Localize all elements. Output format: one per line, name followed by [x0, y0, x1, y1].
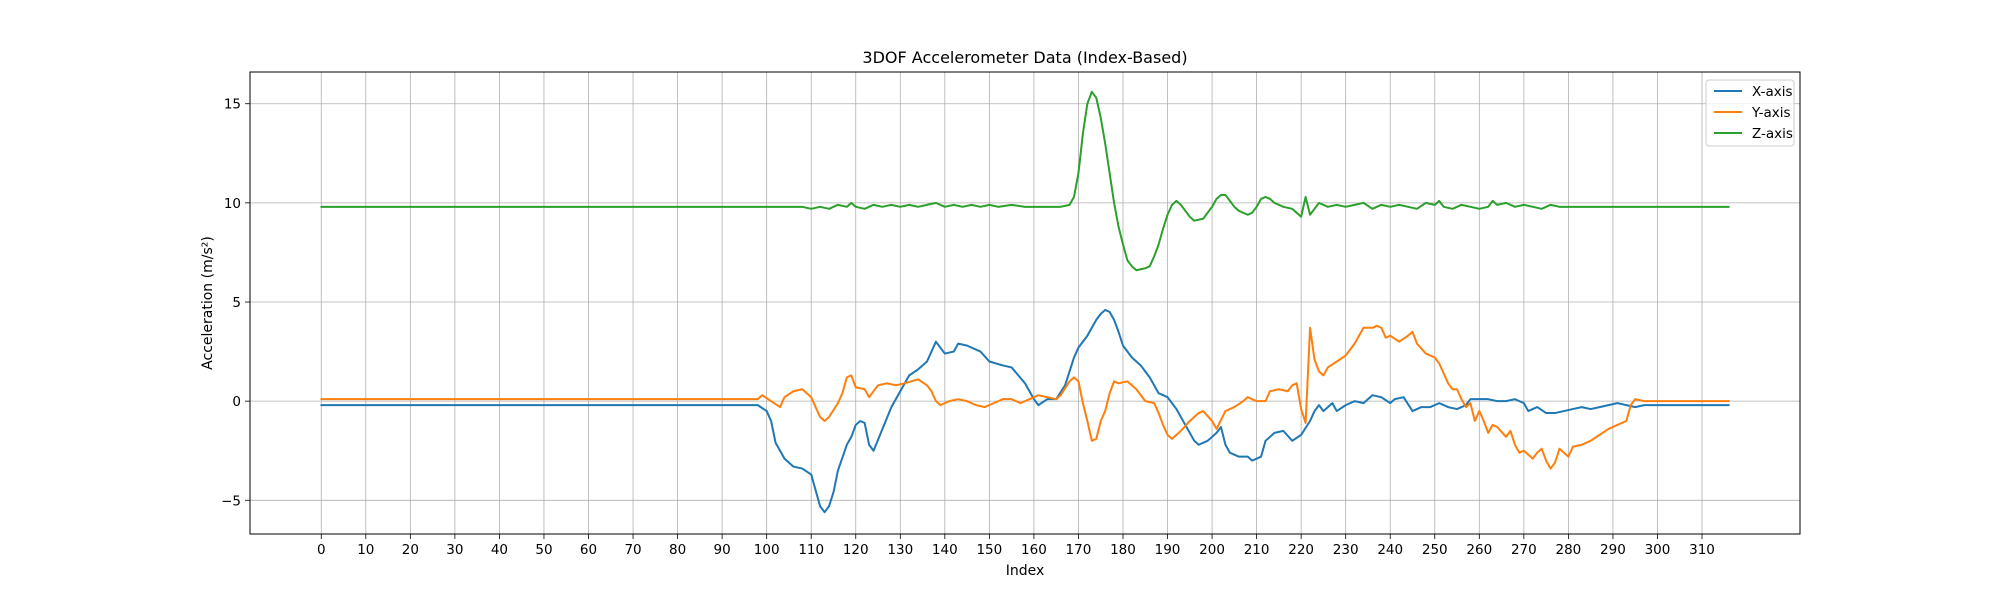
x-axis-ticks: 0 10 20 30 40 50 60 70 80 90 100 110 120 130 140 150 160…	[317, 534, 1715, 558]
x-tick-label: 180	[1110, 542, 1136, 558]
x-tick-label: 130	[887, 542, 913, 558]
x-tick-label: 250	[1422, 542, 1448, 558]
x-tick-label: 300	[1645, 542, 1671, 558]
x-tick-label: 0	[317, 542, 326, 558]
legend-label-y-axis: Y-axis	[1751, 105, 1791, 121]
y-tick-label: 10	[224, 196, 241, 212]
chart-title: 3DOF Accelerometer Data (Index-Based)	[862, 48, 1187, 67]
legend-label-x-axis: X-axis	[1752, 84, 1793, 100]
y-axis-label: Acceleration (m/s²)	[200, 236, 216, 370]
y-tick-label: 5	[232, 295, 241, 311]
x-tick-label: 10	[357, 542, 374, 558]
x-tick-label: 30	[446, 542, 463, 558]
x-tick-label: 120	[843, 542, 869, 558]
x-tick-label: 290	[1600, 542, 1626, 558]
x-tick-label: 280	[1556, 542, 1582, 558]
x-tick-label: 170	[1066, 542, 1092, 558]
x-tick-label: 160	[1021, 542, 1047, 558]
series-line-z-axis	[320, 90, 1730, 272]
legend: X-axis Y-axis Z-axis	[1705, 79, 1795, 147]
x-tick-label: 80	[669, 542, 686, 558]
x-tick-label: 70	[624, 542, 641, 558]
x-tick-label: 230	[1333, 542, 1359, 558]
series-line-y-axis	[320, 324, 1730, 470]
x-tick-label: 220	[1288, 542, 1314, 558]
x-tick-label: 20	[402, 542, 419, 558]
x-tick-label: 110	[798, 542, 824, 558]
legend-box	[1705, 79, 1795, 147]
series-lines	[320, 90, 1730, 514]
x-tick-label: 50	[535, 542, 552, 558]
x-axis-label: Index	[1006, 563, 1045, 579]
y-tick-label: 0	[232, 394, 241, 410]
series-line-x-axis	[320, 308, 1730, 514]
x-tick-label: 40	[491, 542, 508, 558]
x-tick-label: 90	[714, 542, 731, 558]
x-tick-label: 270	[1511, 542, 1537, 558]
x-tick-label: 210	[1244, 542, 1270, 558]
y-tick-label: −5	[221, 493, 241, 509]
x-tick-label: 310	[1689, 542, 1715, 558]
x-tick-label: 240	[1377, 542, 1403, 558]
plot-frame	[249, 71, 1801, 535]
x-tick-label: 190	[1155, 542, 1181, 558]
x-tick-label: 140	[932, 542, 958, 558]
y-axis-ticks: −5 0 5 10 15	[221, 97, 250, 509]
x-tick-label: 60	[580, 542, 597, 558]
x-tick-label: 260	[1466, 542, 1492, 558]
legend-label-z-axis: Z-axis	[1752, 126, 1793, 142]
x-tick-label: 100	[754, 542, 780, 558]
x-tick-label: 200	[1199, 542, 1225, 558]
y-tick-label: 15	[224, 97, 241, 113]
x-tick-label: 150	[976, 542, 1002, 558]
